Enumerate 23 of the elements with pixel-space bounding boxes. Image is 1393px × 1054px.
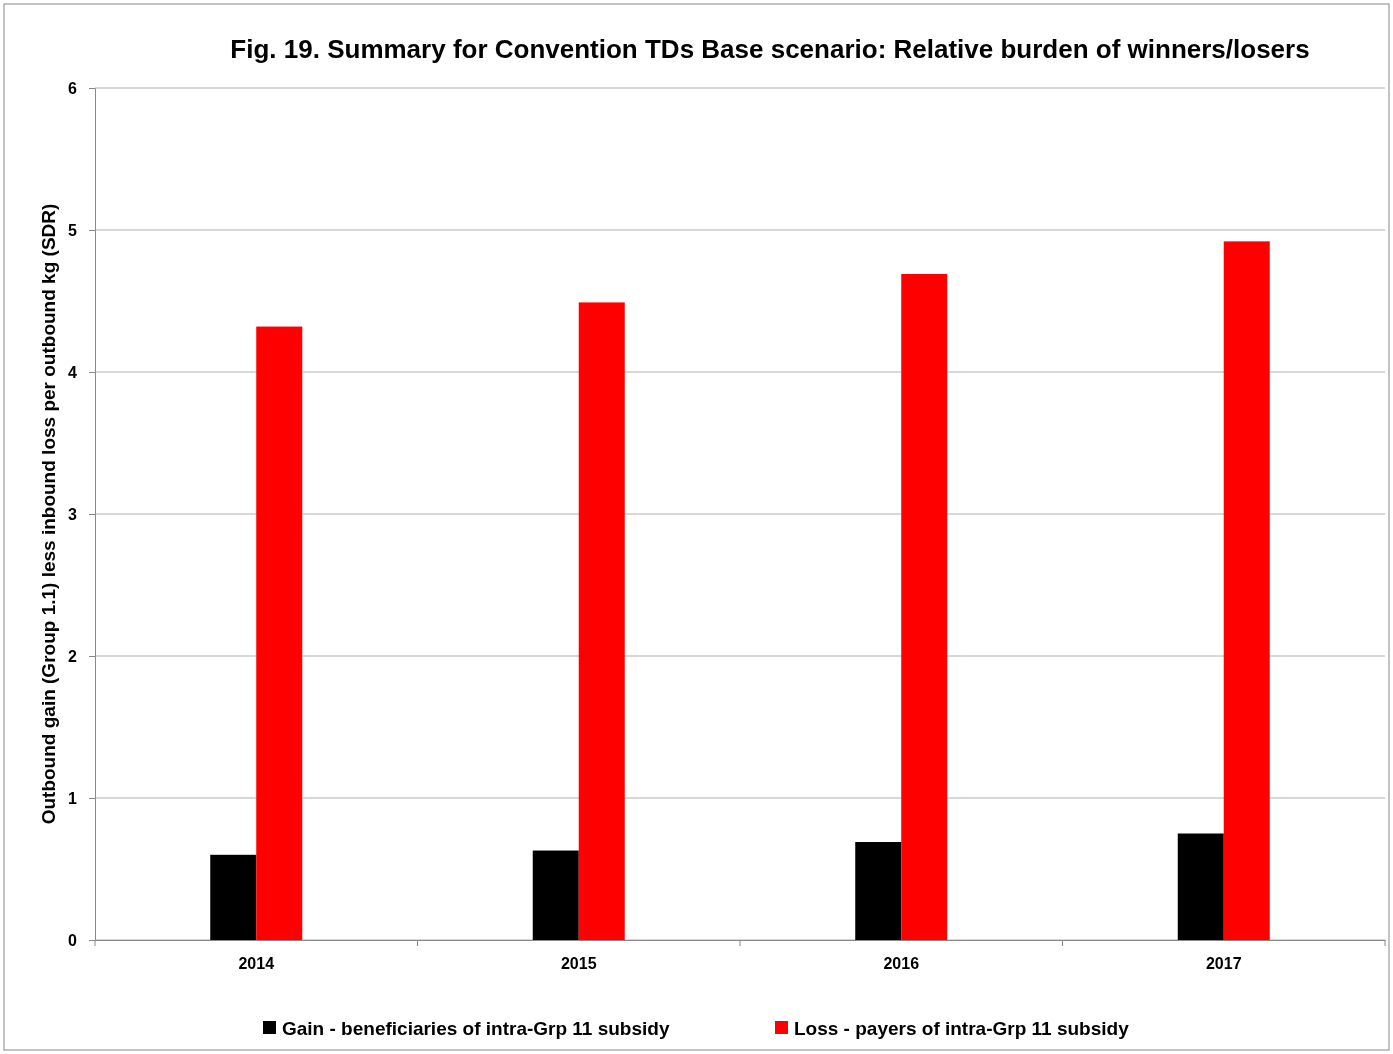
- y-tick-label: 5: [68, 221, 78, 239]
- x-tick-label: 2015: [560, 955, 597, 973]
- y-tick-label: 4: [68, 363, 78, 381]
- bar: [901, 274, 948, 940]
- legend-label: Loss - payers of intra-Grp 11 subsidy: [794, 1018, 1130, 1039]
- x-tick-label: 2017: [1205, 955, 1242, 973]
- y-tick-label: 2: [68, 647, 78, 665]
- bar: [210, 854, 257, 940]
- y-tick-label: 0: [68, 931, 78, 949]
- bar: [855, 842, 902, 940]
- y-tick-label: 6: [68, 79, 78, 97]
- legend-label: Gain - beneficiaries of intra-Grp 11 subsidy: [282, 1018, 670, 1039]
- chart-title: Fig. 19. Summary for Convention TDs Base scenario: Relative burden of winners/losers: [230, 34, 1310, 64]
- bar: [578, 302, 625, 940]
- bar: [1223, 241, 1270, 940]
- x-tick-label: 2014: [238, 955, 275, 973]
- y-axis-title: Outbound gain (Group 1.1) less inbound loss per outbound kg (SDR): [38, 203, 59, 825]
- y-tick-label: 1: [68, 789, 78, 807]
- bar: [532, 850, 579, 940]
- bar: [1177, 833, 1224, 940]
- bar: [256, 326, 303, 940]
- x-tick-label: 2016: [883, 955, 920, 973]
- y-tick-label: 3: [68, 505, 78, 523]
